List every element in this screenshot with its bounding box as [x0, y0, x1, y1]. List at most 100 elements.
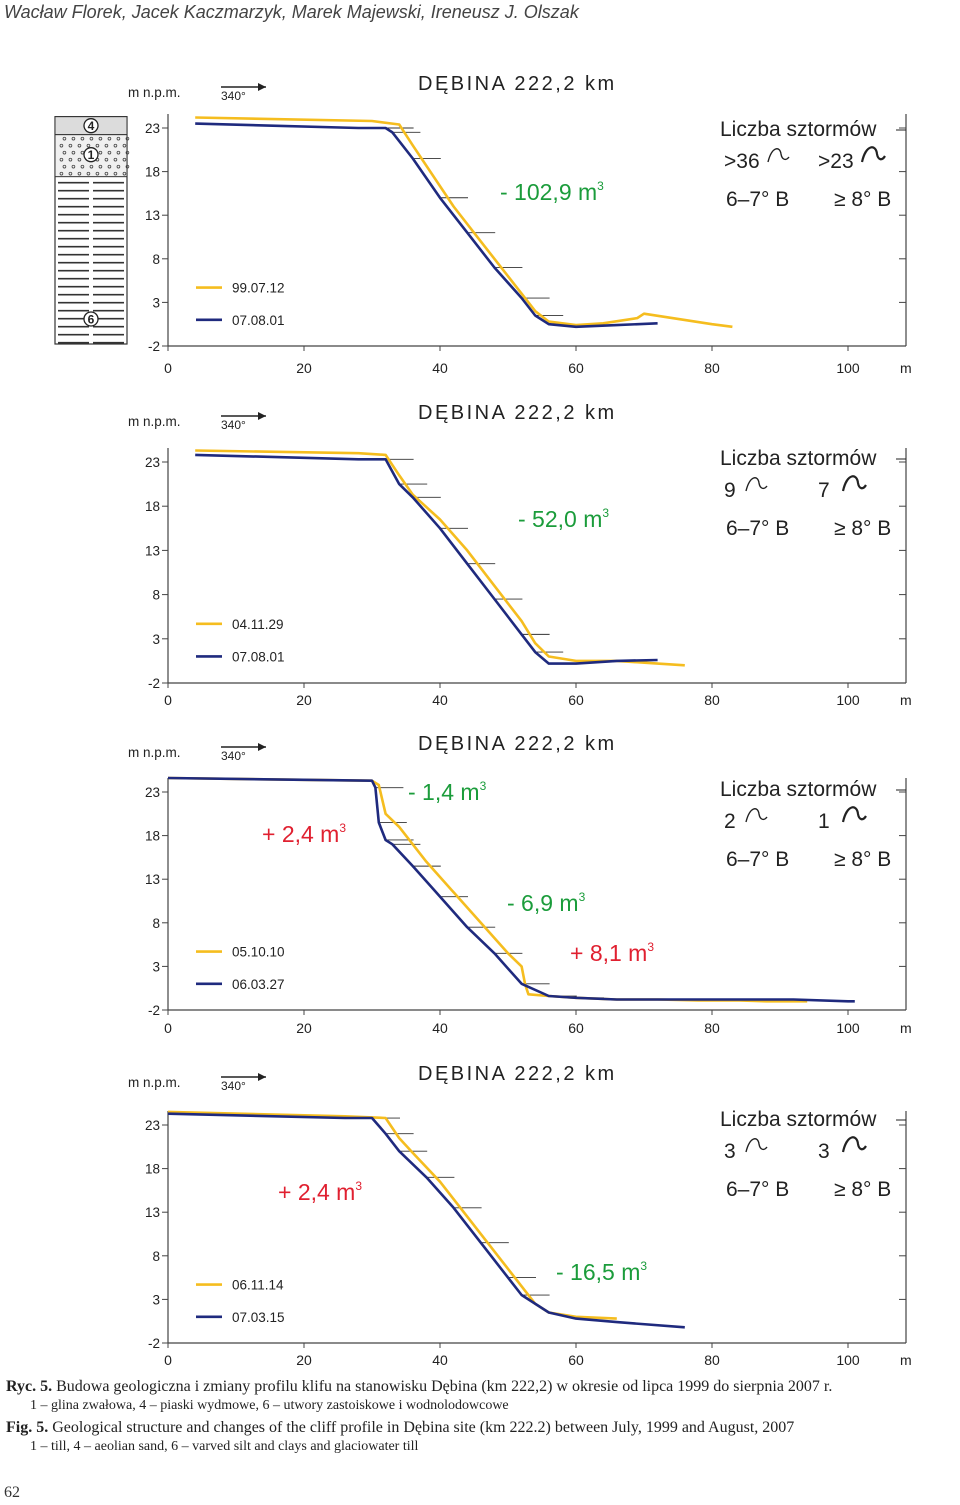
caption-english: Fig. 5. Geological structure and changes… — [6, 1419, 956, 1437]
caption-english-text: Geological structure and changes of the … — [48, 1419, 795, 1436]
y-axis-unit: m n.p.m. — [128, 1075, 181, 1090]
till-pattern — [104, 143, 109, 148]
storm-count-box: Liczba sztormów 2 1 6–7° B ≥ 8° B — [720, 778, 906, 871]
till-pattern — [98, 150, 103, 155]
caption-polish-label: Ryc. 5. — [6, 1378, 53, 1395]
caption-english-label: Fig. 5. — [6, 1419, 49, 1436]
direction-arrow-head — [258, 83, 266, 91]
y-tick-label: 8 — [152, 1249, 160, 1264]
y-tick-label: -2 — [148, 1003, 160, 1018]
x-tick-label: 40 — [432, 360, 448, 376]
till-pattern — [116, 164, 121, 169]
volume-change-value: - 6,9 m — [507, 890, 579, 916]
x-tick-label: 0 — [164, 1352, 172, 1368]
wind-force-high: ≥ 8° B — [834, 517, 891, 540]
direction-arrow-head — [258, 743, 266, 751]
till-pattern — [104, 157, 109, 162]
volume-change-label: - 52,0 m3 — [518, 506, 609, 532]
till-pattern — [98, 164, 103, 169]
series-line-newer — [195, 453, 658, 665]
x-tick-label: 40 — [432, 1352, 448, 1368]
y-tick-label: 13 — [145, 1205, 160, 1220]
till-pattern — [86, 143, 91, 148]
till-pattern — [113, 157, 118, 162]
volume-change-value: + 2,4 m — [278, 1179, 355, 1205]
legend-label: 07.03.15 — [232, 1310, 285, 1325]
storm-count-high: 1 — [818, 810, 830, 833]
till-pattern — [116, 136, 121, 141]
volume-change-label: - 102,9 m3 — [500, 179, 604, 205]
till-pattern — [125, 136, 130, 141]
storm-wave-icon — [745, 477, 768, 492]
y-axis-unit: m n.p.m. — [128, 745, 181, 760]
storm-wave-strong-icon — [860, 146, 886, 163]
legend-label: 04.11.29 — [232, 617, 284, 632]
panel-title: DĘBINA 222,2 km — [418, 402, 617, 424]
volume-change-value: - 1,4 m — [408, 779, 480, 805]
legend-label: 07.08.01 — [232, 313, 285, 328]
layer-number: 1 — [88, 148, 95, 162]
y-tick-label: 23 — [145, 121, 160, 136]
x-tick-label: 100 — [836, 1020, 860, 1036]
volume-change-unit-exp: 3 — [355, 1179, 362, 1193]
volume-change-label: + 2,4 m3 — [278, 1179, 362, 1205]
series-line-newer — [167, 776, 855, 1003]
till-pattern — [125, 164, 130, 169]
series-line-newer — [167, 1112, 685, 1329]
series-line-older — [195, 116, 733, 329]
y-tick-label: 13 — [145, 208, 160, 223]
x-tick-label: 100 — [836, 692, 860, 708]
y-tick-label: 3 — [152, 295, 160, 310]
wind-force-low: 6–7° B — [726, 517, 789, 540]
volume-change-unit-exp: 3 — [640, 1259, 647, 1273]
x-tick-label: 40 — [432, 692, 448, 708]
storm-wave-strong-icon — [841, 1136, 867, 1153]
x-tick-label: 100 — [836, 360, 860, 376]
direction-arrow-head — [258, 412, 266, 420]
till-pattern — [71, 150, 76, 155]
till-pattern — [59, 171, 64, 176]
x-tick-label: 80 — [704, 360, 720, 376]
direction-label: 340° — [221, 1079, 246, 1093]
till-pattern — [77, 143, 82, 148]
legend-label: 06.03.27 — [232, 977, 285, 992]
storm-count-low: 9 — [724, 479, 736, 502]
x-axis-unit: m — [900, 1352, 912, 1368]
volume-change-value: - 102,9 m — [500, 179, 597, 205]
volume-change-unit-exp: 3 — [597, 179, 604, 193]
y-tick-label: 23 — [145, 785, 160, 800]
series-line-older — [195, 449, 685, 667]
x-axis-unit: m — [900, 360, 912, 376]
volume-change-label: + 2,4 m3 — [262, 821, 346, 847]
y-tick-label: 13 — [145, 872, 160, 887]
volume-change-unit-exp: 3 — [339, 821, 346, 835]
direction-label: 340° — [221, 418, 246, 432]
layer-number: 4 — [88, 119, 95, 133]
x-tick-label: 0 — [164, 692, 172, 708]
wind-force-high: ≥ 8° B — [834, 188, 891, 211]
storm-count-box: Liczba sztormów 3 3 6–7° B ≥ 8° B — [720, 1108, 906, 1201]
volume-change-label: - 6,9 m3 — [507, 890, 586, 916]
x-axis-unit: m — [900, 1020, 912, 1036]
storm-title: Liczba sztormów — [720, 778, 877, 801]
till-pattern — [68, 143, 73, 148]
x-tick-label: 20 — [296, 360, 312, 376]
y-tick-label: 13 — [145, 543, 160, 558]
till-pattern — [71, 164, 76, 169]
volume-change-value: - 52,0 m — [518, 506, 602, 532]
direction-label: 340° — [221, 89, 246, 103]
volume-change-unit-exp: 3 — [602, 506, 609, 520]
storm-count-high: 7 — [818, 479, 830, 502]
y-tick-label: 8 — [152, 916, 160, 931]
storm-count-low: >36 — [724, 150, 760, 173]
y-tick-label: 23 — [145, 455, 160, 470]
x-tick-label: 80 — [704, 692, 720, 708]
till-pattern — [89, 164, 94, 169]
till-pattern — [62, 164, 67, 169]
x-axis-unit: m — [900, 692, 912, 708]
storm-title: Liczba sztormów — [720, 118, 877, 141]
till-pattern — [80, 136, 85, 141]
